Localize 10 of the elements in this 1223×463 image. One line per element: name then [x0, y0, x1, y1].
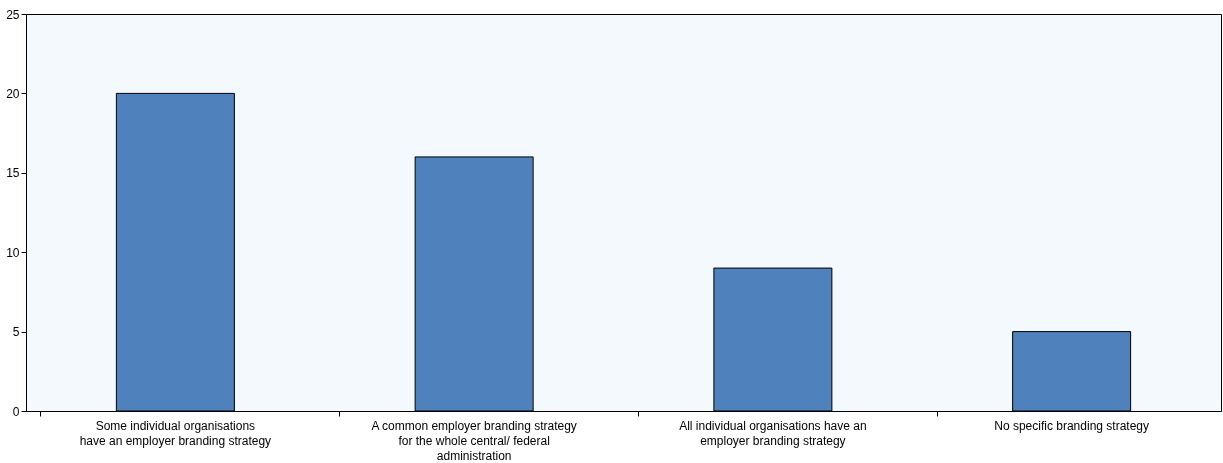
y-tick-label: 25	[6, 7, 20, 22]
y-tick-label: 0	[12, 404, 20, 419]
x-tick-label: A common employer branding strategy for the whole central/ federal administration	[371, 418, 577, 463]
x-tick-label: All individual organisations have an employer branding strategy	[679, 418, 867, 448]
y-tick-label: 10	[6, 245, 20, 260]
y-tick-label: 15	[6, 166, 20, 181]
y-tick-label: 5	[12, 325, 20, 340]
x-tick-label: Some individual organisations have an employer branding strategy	[79, 418, 272, 448]
y-tick-label: 20	[6, 86, 20, 101]
x-tick-label: No specific branding strategy	[994, 418, 1149, 433]
